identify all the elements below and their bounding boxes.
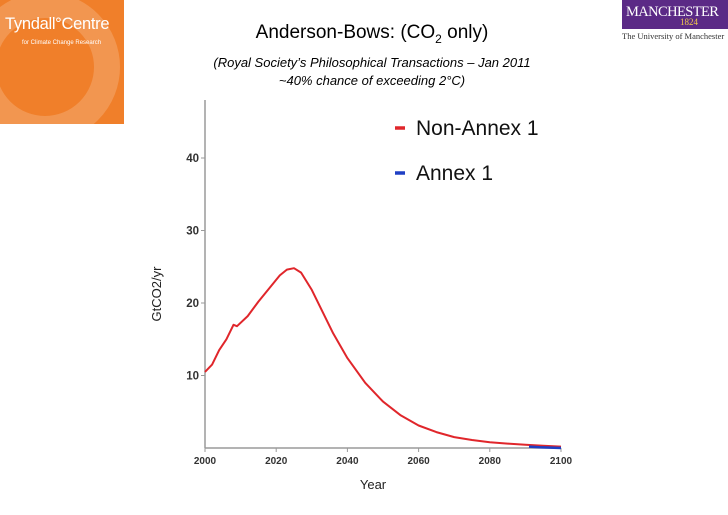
title-end: only) — [441, 22, 489, 43]
x-tick-label: 2020 — [265, 456, 288, 467]
y-tick-label: 20 — [186, 298, 199, 310]
tyndall-logo-subtitle: for Climate Change Research — [22, 40, 102, 46]
slide-subtitle-line2: ~40% chance of exceeding 2°C) — [278, 73, 466, 88]
x-tick-label: 2080 — [479, 456, 502, 467]
legend-label: Annex 1 — [416, 162, 493, 185]
tyndall-logo-name: Tyndall°Centre — [5, 15, 110, 33]
y-tick-label: 10 — [186, 371, 199, 383]
x-tick-label: 2000 — [194, 456, 217, 467]
y-tick-label: 30 — [186, 226, 199, 238]
slide-title: Anderson-Bows: (CO2 only) — [180, 22, 564, 46]
slide-subtitle-line1: (Royal Society’s Philosophical Transacti… — [213, 55, 531, 70]
x-axis-label: Year — [360, 477, 387, 492]
y-tick-label: 40 — [186, 153, 199, 165]
title-main: Anderson-Bows: (CO — [255, 22, 436, 43]
x-tick-label: 2040 — [336, 456, 359, 467]
manchester-logo-name: MANCHESTER — [626, 4, 719, 20]
tyndall-centre-logo: Tyndall°Centre for Climate Change Resear… — [0, 0, 124, 124]
legend-label: Non-Annex 1 — [416, 117, 539, 140]
series-line-non-annex-1 — [204, 267, 562, 448]
manchester-logo-university: The University of Manchester — [622, 31, 725, 41]
series-line-annex-1 — [528, 445, 562, 450]
x-tick-label: 2060 — [407, 456, 430, 467]
manchester-logo-box — [622, 0, 728, 29]
x-tick-label: 2100 — [550, 456, 573, 467]
title-subscript: 2 — [435, 31, 442, 46]
emissions-chart: 2000 2020 2040 2060 2080 2100 10 20 30 40 Year GtCO… — [149, 100, 573, 492]
manchester-logo-year: 1824 — [680, 17, 698, 27]
y-axis-label: GtCO2/yr — [149, 266, 164, 322]
